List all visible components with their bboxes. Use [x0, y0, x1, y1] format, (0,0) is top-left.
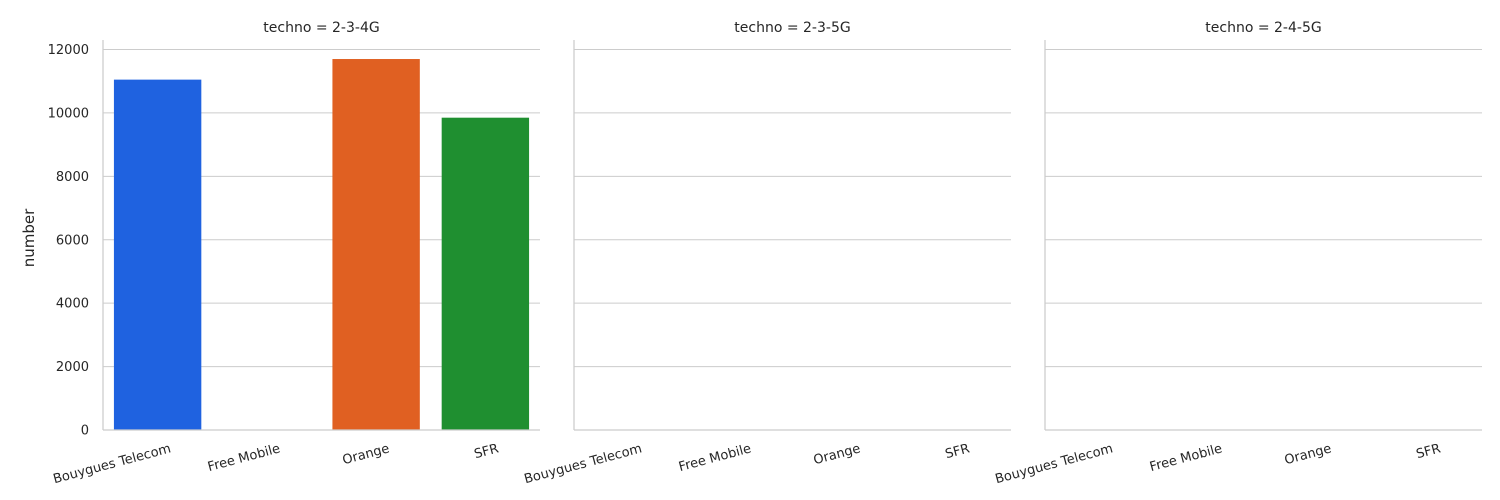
y-tick-label-5: 10000: [48, 106, 89, 121]
x-tick-label-1-2: Free Mobile: [206, 441, 282, 475]
x-tick-label-1-4: SFR: [473, 441, 501, 462]
x-tick-label-2-1: Bouygues Telecom: [523, 441, 644, 487]
facets-group: 0 2000 4000 6000 8000 10000 12000 Bouygues Tele…: [48, 20, 1482, 487]
y-tick-label-1: 2000: [56, 360, 89, 375]
facet-panel-3: Bouygues Telecom Free Mobile Orange SFR tech…: [994, 20, 1482, 487]
x-tick-label-1-3: Orange: [341, 441, 391, 468]
facet-panel-2: Bouygues Telecom Free Mobile Orange SFR tech…: [523, 20, 1011, 487]
y-tick-label-2: 4000: [56, 297, 89, 312]
y-tick-label-3: 6000: [56, 233, 89, 248]
x-tick-label-3-3: Orange: [1283, 441, 1333, 468]
x-tick-label-3-1: Bouygues Telecom: [994, 441, 1115, 487]
x-tick-label-2-4: SFR: [944, 441, 972, 462]
y-tick-label-0: 0: [81, 424, 89, 439]
x-tick-label-1-1: Bouygues Telecom: [52, 441, 173, 487]
y-tick-label-6: 12000: [48, 43, 89, 58]
facet-title-2: techno = 2-3-5G: [734, 20, 850, 36]
x-tick-label-3-4: SFR: [1415, 441, 1443, 462]
x-tick-label-3-2: Free Mobile: [1148, 441, 1224, 475]
x-tick-label-2-3: Orange: [812, 441, 862, 468]
bar-1-bouygues-telecom: [113, 79, 202, 430]
y-axis-label: number: [20, 208, 38, 267]
bar-1-orange: [332, 59, 420, 431]
facet-title-3: techno = 2-4-5G: [1205, 20, 1321, 36]
y-tick-label-4: 8000: [56, 170, 89, 185]
facet-panel-1: 0 2000 4000 6000 8000 10000 12000 Bouygues Tele…: [48, 20, 540, 487]
bar-1-sfr: [441, 117, 530, 431]
facet-title-1: techno = 2-3-4G: [263, 20, 379, 36]
x-tick-label-2-2: Free Mobile: [677, 441, 753, 475]
